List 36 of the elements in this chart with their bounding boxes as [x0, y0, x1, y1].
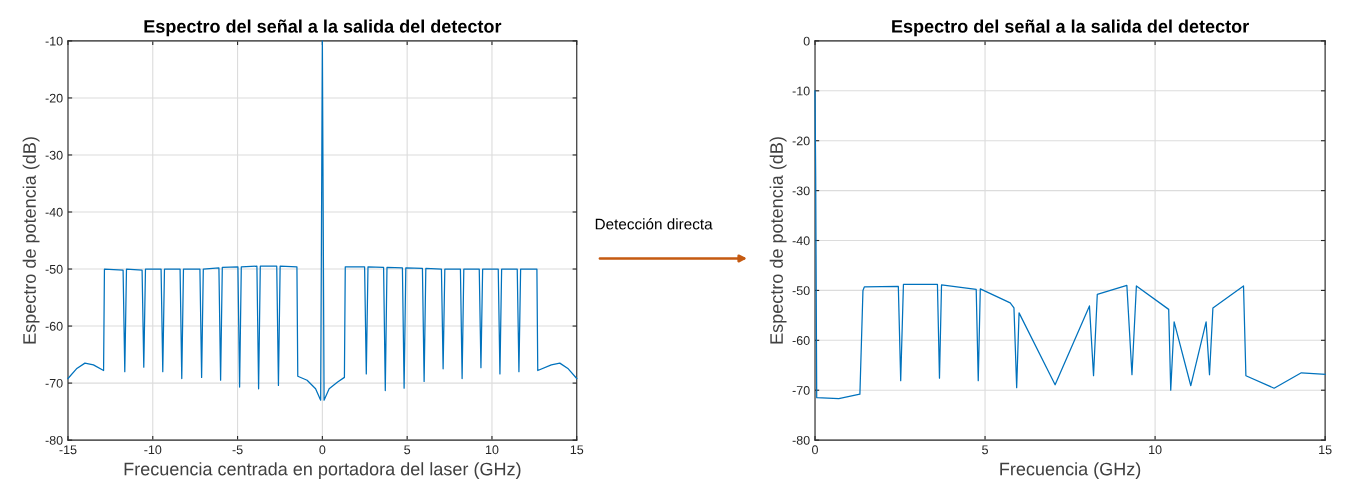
x-tick-label: 5: [982, 445, 988, 455]
y-tick-label: -50: [45, 264, 63, 274]
y-axis-title: Espectro de potencia (dB): [769, 137, 787, 344]
y-tick-label: -30: [792, 186, 810, 196]
y-tick-label: -80: [45, 435, 63, 445]
x-tick-label: 5: [404, 445, 411, 455]
chart-title: Espectro del señal a la salida del detector: [892, 19, 1249, 37]
x-tick-label: 15: [570, 445, 584, 455]
x-tick-label: 10: [485, 445, 499, 455]
x-tick-label: -5: [232, 445, 243, 455]
line-series: [814, 90, 1326, 400]
y-tick-label: -10: [792, 86, 810, 96]
x-tick-label: 0: [812, 445, 818, 455]
text: Detección directa: [595, 218, 713, 230]
y-tick-label: -60: [45, 321, 63, 331]
y-tick-label: -70: [45, 378, 63, 388]
x-axis-title: Frecuencia centrada en portadora del laser (GHz): [124, 462, 521, 480]
y-tick-label: -20: [792, 136, 810, 146]
x-axis-title: Frecuencia (GHz): [1000, 462, 1141, 480]
chart-title: Espectro del señal a la salida del detector: [144, 19, 502, 37]
y-tick-label: 0: [803, 36, 810, 46]
y-axis-title: Espectro de potencia (dB): [22, 137, 40, 344]
y-tick-label: -20: [45, 93, 63, 103]
y-tick-label: -40: [45, 207, 63, 217]
x-tick-label: -15: [59, 445, 77, 455]
y-tick-label: -80: [792, 435, 810, 445]
y-tick-label: -10: [45, 36, 63, 46]
x-tick-label: -10: [144, 445, 162, 455]
x-tick-label: 15: [1319, 445, 1332, 455]
y-tick-label: -60: [792, 336, 810, 345]
y-tick-label: -40: [792, 236, 810, 246]
y-tick-label: -50: [792, 286, 810, 296]
y-tick-label: -30: [45, 150, 63, 160]
x-tick-label: 0: [319, 445, 326, 455]
y-tick-label: -70: [792, 386, 810, 395]
x-tick-label: 10: [1149, 445, 1162, 455]
